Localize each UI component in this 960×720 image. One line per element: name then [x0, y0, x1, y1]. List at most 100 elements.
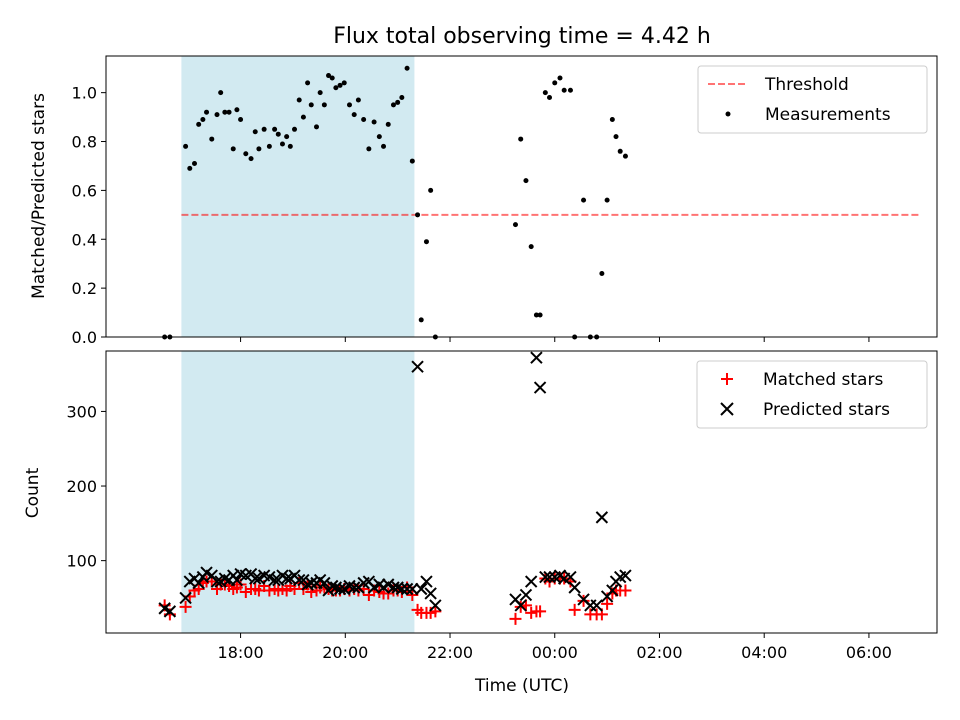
predicted-star-marker [590, 599, 603, 612]
measurement-point [329, 75, 335, 81]
matched-star-marker [525, 606, 538, 619]
measurement-point [542, 90, 548, 96]
predicted-star-marker [415, 582, 428, 596]
measurement-point [533, 312, 539, 318]
measurement-point [226, 109, 232, 115]
legend-threshold-label: Threshold [764, 75, 849, 95]
measurement-point [279, 141, 285, 147]
count-plot-marks [158, 351, 632, 625]
ratio-y-axis: 0.0 0.2 0.4 0.6 0.8 1.0 [72, 84, 106, 347]
measurement-point [337, 82, 343, 88]
measurement-point [333, 85, 339, 91]
measurement-point [191, 161, 197, 167]
measurement-point [557, 75, 563, 81]
predicted-star-marker [179, 591, 192, 605]
predicted-star-marker [420, 575, 433, 588]
observing-window-shade [181, 56, 415, 337]
measurement-point [300, 114, 306, 120]
x-axis-label: Time (UTC) [474, 676, 569, 696]
predicted-star-marker [539, 570, 552, 584]
count-y-axis: 100 200 300 [66, 402, 106, 571]
measurement-point [305, 80, 311, 86]
measurement-point [552, 80, 558, 86]
x-tick-label: 22:00 [427, 643, 473, 662]
measurement-point [537, 312, 543, 318]
measurement-point [561, 87, 567, 93]
y-tick-label: 0.6 [72, 181, 97, 200]
measurement-point [209, 136, 215, 142]
y-tick-label: 300 [66, 402, 97, 421]
ratio-legend: Threshold Measurements [697, 65, 928, 134]
predicted-star-marker [326, 579, 339, 593]
predicted-star-marker [280, 572, 293, 585]
measurement-point [617, 148, 623, 154]
predicted-star-marker [230, 573, 244, 587]
predicted-star-marker [347, 581, 361, 594]
measurement-point [346, 102, 352, 108]
y-tick-label: 0.2 [72, 279, 97, 298]
y-tick-label: 0.0 [72, 328, 97, 347]
predicted-star-marker [524, 575, 538, 588]
measurement-point [361, 117, 367, 123]
count-legend-box [696, 360, 928, 429]
predicted-star-marker [192, 576, 205, 590]
measurement-point [183, 143, 189, 149]
predicted-star-marker [218, 572, 232, 585]
matched-star-marker [577, 594, 590, 607]
measurement-point [613, 134, 619, 140]
measurement-point [390, 102, 396, 108]
measurement-point [622, 153, 628, 159]
predicted-star-marker [429, 599, 442, 612]
y-tick-label: 0.4 [72, 230, 97, 249]
measurement-point [523, 178, 529, 184]
measurement-point [395, 99, 401, 105]
measurement-point [599, 270, 605, 276]
measurement-point [275, 131, 281, 137]
measurement-point [321, 102, 327, 108]
measurement-point [234, 107, 240, 113]
ratio-plot-marks [162, 65, 921, 340]
count-plot-frame [105, 350, 938, 634]
measurement-point [409, 158, 415, 164]
measurement-point [238, 117, 244, 123]
matched-star-marker [619, 584, 632, 597]
legend-matched-swatch [721, 373, 733, 385]
measurement-point [196, 121, 202, 127]
measurement-point [423, 239, 429, 245]
measurement-point [528, 244, 534, 250]
legend-measurements-label: Measurements [765, 105, 891, 125]
predicted-star-marker [268, 573, 281, 587]
matched-star-marker [179, 600, 192, 613]
predicted-star-marker [564, 570, 577, 584]
measurement-point [355, 97, 361, 103]
ratio-y-axis-label: Matched/Predicted stars [29, 93, 49, 299]
measurement-point [376, 134, 382, 140]
measurement-point [187, 165, 193, 171]
measurement-point [214, 112, 220, 118]
x-tick-label: 04:00 [741, 643, 787, 662]
x-tick-label: 00:00 [532, 643, 578, 662]
measurement-point [428, 187, 434, 193]
measurement-point [284, 134, 290, 140]
measurement-point [317, 90, 323, 96]
predicted-star-marker [318, 576, 331, 590]
predicted-star-marker [530, 351, 543, 364]
predicted-star-marker [595, 511, 609, 524]
measurement-point [261, 126, 267, 132]
matched-star-marker [509, 612, 522, 625]
measurement-point [366, 146, 372, 152]
measurement-point [385, 121, 391, 127]
predicted-star-marker [293, 573, 306, 587]
measurement-point [581, 197, 587, 203]
measurement-point [266, 143, 272, 149]
measurement-point [252, 129, 258, 135]
measurement-point [341, 80, 347, 86]
predicted-star-marker [519, 588, 533, 602]
x-tick-label: 02:00 [636, 643, 682, 662]
predicted-star-marker [163, 605, 177, 618]
predicted-star-marker [305, 576, 318, 590]
ratio-legend-box [697, 65, 928, 134]
measurement-point [200, 117, 206, 123]
y-tick-label: 1.0 [72, 84, 97, 103]
measurement-point [418, 317, 424, 323]
